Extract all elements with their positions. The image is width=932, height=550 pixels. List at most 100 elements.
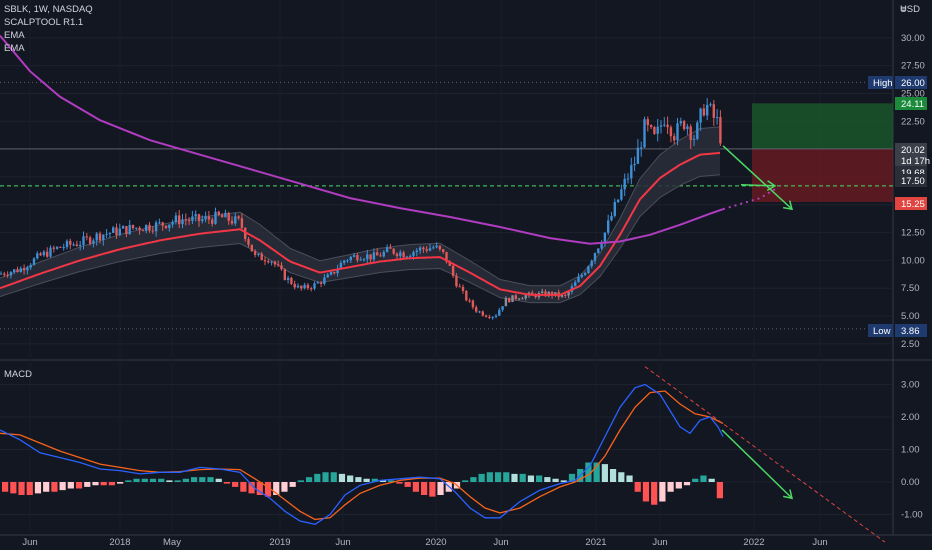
- candle-body: [227, 212, 230, 221]
- currency-menu-icon[interactable]: ≡: [900, 4, 906, 15]
- candle-body: [194, 214, 197, 217]
- candle-body: [171, 222, 174, 225]
- macd-histogram-bar: [248, 482, 255, 494]
- macd-histogram-bar: [642, 482, 650, 502]
- candle-body: [39, 253, 42, 256]
- time-tick-label: 2021: [585, 537, 606, 548]
- candle-body: [640, 147, 643, 149]
- candle-body: [313, 283, 316, 289]
- candle-body: [418, 247, 422, 251]
- macd-histogram-bar: [527, 475, 535, 482]
- macd-pane: [0, 366, 886, 543]
- macd-projection-arrow-head: [783, 489, 794, 500]
- macd-pane-title[interactable]: MACD: [4, 369, 32, 380]
- candle-body: [468, 300, 471, 302]
- candle-body: [395, 253, 399, 257]
- candle-body: [283, 269, 286, 280]
- candle-body: [630, 165, 633, 179]
- price-tick-label: 25.00: [901, 88, 925, 99]
- price-tick-label: 7.50: [901, 283, 920, 294]
- candle-body: [306, 284, 310, 289]
- candle-body: [72, 244, 75, 246]
- candle-body: [16, 269, 19, 273]
- candle-body: [141, 230, 145, 232]
- time-tick-label: Jun: [335, 537, 350, 548]
- candle-body: [217, 211, 220, 216]
- projection-arrow: [722, 145, 793, 210]
- indicator-ema-2[interactable]: EMA: [4, 43, 25, 54]
- candle-body: [438, 245, 442, 250]
- candle-body: [686, 126, 689, 130]
- candle-body: [220, 215, 224, 218]
- candle-body: [574, 282, 577, 287]
- macd-histogram-bar: [117, 482, 124, 484]
- macd-histogram-bar: [100, 482, 107, 486]
- candle-body: [326, 274, 329, 278]
- price-label-bg: [895, 174, 927, 187]
- candle-body: [511, 295, 514, 303]
- candle-body: [293, 283, 296, 288]
- candle-body: [646, 119, 649, 126]
- macd-tick-label: 2.00: [901, 412, 920, 423]
- candle-body: [432, 247, 435, 249]
- indicator-ema-1[interactable]: EMA: [4, 30, 25, 41]
- macd-histogram-bar: [355, 477, 362, 482]
- candle-body: [702, 108, 706, 116]
- candle-body: [263, 260, 267, 262]
- candle-body: [379, 255, 382, 257]
- candle-body: [692, 138, 696, 140]
- candle-body: [501, 306, 504, 310]
- candle-body: [115, 227, 118, 236]
- currency-label[interactable]: USD: [899, 4, 920, 15]
- candle-body: [108, 232, 112, 234]
- candle-body: [356, 255, 359, 261]
- candle-body: [636, 147, 640, 164]
- candle-body: [620, 189, 623, 200]
- candle-body: [428, 248, 432, 251]
- macd-histogram-bar: [314, 473, 321, 482]
- candle-body: [372, 252, 376, 260]
- candle-body: [273, 261, 277, 265]
- macd-histogram-bar: [207, 477, 214, 482]
- drawing-annotations[interactable]: [721, 145, 794, 500]
- candle-body: [564, 294, 567, 296]
- symbol-title[interactable]: SBLK, 1W, NASDAQ: [4, 4, 93, 15]
- candle-body: [488, 316, 491, 318]
- macd-signal-line: [0, 390, 724, 521]
- candle-body: [352, 255, 356, 257]
- candle-body: [448, 261, 451, 266]
- candle-body: [521, 298, 524, 300]
- candlesticks: [0, 98, 722, 320]
- macd-tick-label: 1.00: [901, 445, 920, 456]
- macd-histogram-bar: [503, 472, 510, 482]
- candle-body: [699, 108, 702, 123]
- candle-body: [643, 119, 646, 148]
- macd-tick-label: 0.00: [901, 477, 920, 488]
- candle-body: [154, 222, 158, 232]
- chart-legend: SBLK, 1W, NASDAQ SCALPTOOL R1.1 EMA EMA: [4, 3, 93, 55]
- macd-histogram-bar: [568, 473, 576, 482]
- candle-body: [42, 251, 46, 256]
- candle-body: [517, 298, 521, 300]
- macd-histogram-bar: [544, 477, 551, 482]
- candle-body: [333, 271, 336, 274]
- candle-body: [593, 253, 597, 261]
- price-tick-label: 5.00: [901, 311, 920, 322]
- indicator-scalptool[interactable]: SCALPTOOL R1.1: [4, 17, 84, 28]
- projection-arrow-head: [783, 200, 794, 211]
- price-axis[interactable]: 2.505.007.5010.0012.5015.0017.5020.0022.…: [868, 33, 930, 521]
- macd-histogram-bar: [462, 480, 469, 482]
- candle-body: [590, 260, 593, 267]
- candle-body: [689, 126, 692, 140]
- macd-histogram-bar: [379, 480, 387, 482]
- price-label: 3.86: [901, 326, 920, 337]
- candle-body: [346, 260, 349, 262]
- candle-body: [455, 275, 458, 287]
- macd-histogram-bar: [26, 482, 33, 495]
- macd-histogram-bar: [2, 482, 9, 492]
- macd-histogram-bar: [412, 482, 420, 492]
- candle-body: [174, 215, 178, 223]
- candle-body: [514, 295, 517, 299]
- time-axis[interactable]: Jun 2018 May 2019 Jun 2020 Jun 2021 Jun 2022 Jun: [22, 537, 827, 548]
